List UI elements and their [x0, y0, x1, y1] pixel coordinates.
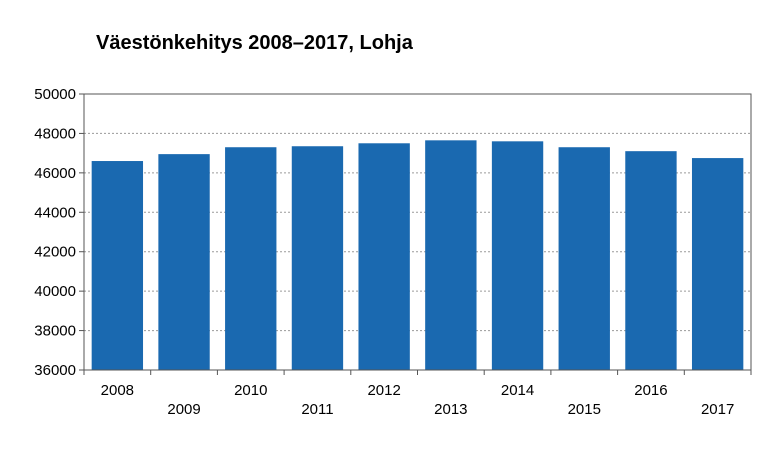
- gridlines: [84, 132, 751, 332]
- y-tick-label: 44000: [34, 204, 76, 221]
- y-tick-label: 46000: [34, 165, 76, 182]
- x-tick-label: 2016: [634, 382, 667, 399]
- bar-2012: [358, 143, 410, 370]
- x-tick-label: 2011: [301, 401, 333, 418]
- bar-2016: [625, 151, 677, 370]
- chart-title: Väestönkehitys 2008–2017, Lohja: [96, 32, 413, 54]
- bar-2010: [225, 147, 277, 370]
- y-tick-label: 40000: [34, 283, 76, 300]
- y-tick-label: 38000: [34, 323, 76, 340]
- bar-2013: [425, 140, 477, 370]
- x-axis-ticks: 2008 2009 2010 2011 2012 2013 2014 2015 2016 2017: [83, 370, 752, 418]
- bar-2017: [691, 158, 744, 370]
- y-tick-label: 50000: [34, 86, 76, 103]
- x-tick-label: 2010: [234, 382, 267, 399]
- x-tick-label: 2014: [501, 382, 534, 399]
- y-tick-label: 36000: [34, 362, 76, 379]
- x-tick-label: 2013: [434, 401, 467, 418]
- x-tick-label: 2015: [568, 401, 601, 418]
- y-tick-label: 42000: [34, 244, 76, 261]
- x-tick-label: 2009: [167, 401, 200, 418]
- x-tick-label: 2012: [367, 382, 400, 399]
- bar-2008: [91, 161, 144, 370]
- x-tick-label: 2008: [101, 382, 134, 399]
- bars: [91, 140, 744, 370]
- y-tick-label: 48000: [34, 125, 76, 142]
- bar-2009: [158, 154, 210, 370]
- bar-2015: [558, 147, 610, 370]
- bar-2011: [291, 146, 344, 370]
- y-axis-ticks: 36000 38000 40000 42000 44000 46000 48000 50000: [34, 86, 84, 379]
- x-tick-label: 2017: [701, 401, 734, 418]
- bar-2014: [491, 141, 544, 370]
